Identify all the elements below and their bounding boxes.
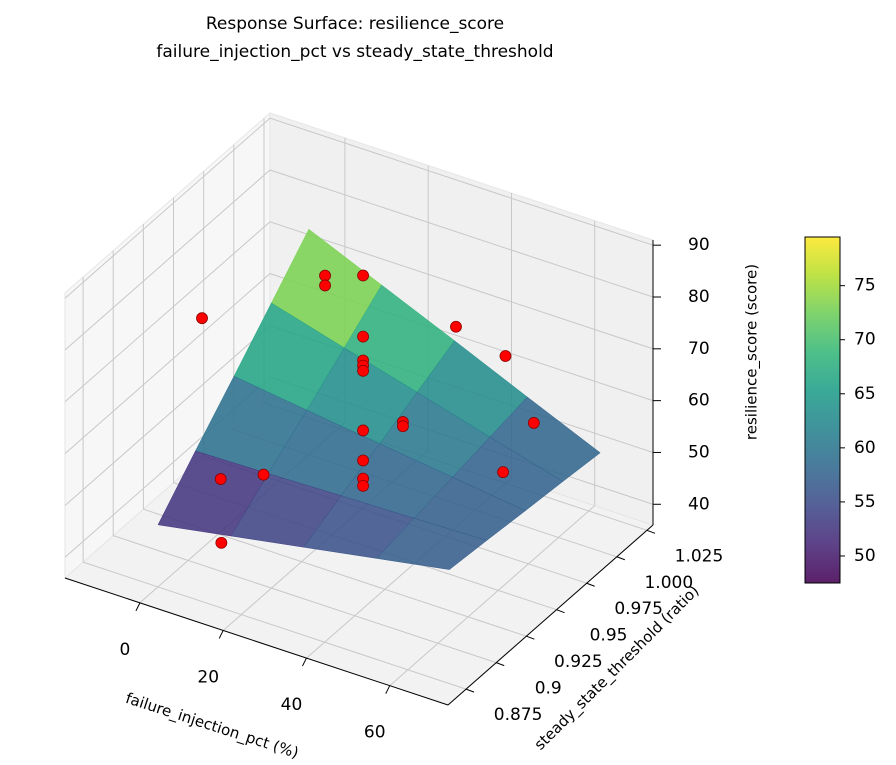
colorbar-tick-label: 60 (854, 438, 876, 458)
x-tick-label: 20 (197, 667, 219, 687)
y-tick-label: 1.025 (675, 546, 724, 566)
x-axis-title: failure_injection_pct (%) (123, 689, 301, 763)
y-tick (526, 635, 535, 640)
x-tick (302, 657, 307, 667)
data-point (357, 330, 369, 343)
grid-line (389, 220, 596, 687)
colorbar-tick-label: 55 (854, 492, 876, 512)
x-tick-label: 0 (120, 640, 131, 660)
y-tick (465, 688, 475, 693)
data-point (357, 454, 369, 467)
data-point (196, 312, 208, 325)
z-tick-label: 50 (688, 442, 710, 462)
data-point (357, 364, 369, 377)
z-tick-label: 40 (688, 494, 710, 514)
grid-line (64, 169, 654, 351)
x-tick (385, 685, 391, 694)
surface-patch (376, 518, 488, 570)
y-tick-label: 1.000 (644, 573, 693, 593)
y-tick-label: 0.9 (535, 679, 562, 699)
grid-line (64, 117, 654, 299)
y-tick (556, 609, 565, 614)
data-point (319, 269, 331, 282)
y-tick-label: 0.925 (554, 652, 603, 672)
z-axis-title: resilience_score (score) (743, 264, 762, 440)
grid-line (64, 221, 654, 403)
z-tick-label: 70 (688, 339, 710, 359)
colorbar-tick-label: 70 (854, 330, 876, 350)
x-tick (135, 602, 141, 612)
data-point (397, 420, 409, 433)
x-axis (64, 577, 449, 706)
y-axis (447, 524, 654, 706)
data-point (357, 424, 369, 437)
y-tick-label: 0.95 (590, 626, 628, 646)
colorbar-tick-label: 75 (854, 276, 876, 296)
y-tick (646, 529, 656, 534)
z-tick-label: 60 (688, 391, 710, 411)
grid-line (64, 273, 654, 454)
grid-line (112, 250, 497, 664)
data-point (497, 466, 509, 479)
colorbar-tick-label: 50 (854, 546, 876, 566)
x-tick (218, 630, 224, 639)
chart-title: failure_injection_pct vs steady_state_th… (156, 42, 553, 62)
data-point (214, 473, 227, 485)
data-point (257, 468, 270, 481)
chart-title: Response Surface: resilience_score (206, 14, 504, 34)
z-tick-label: 80 (688, 287, 710, 307)
data-point (319, 279, 331, 292)
data-point (357, 479, 369, 492)
x-tick-label: 40 (281, 695, 303, 715)
y-tick (496, 662, 505, 667)
grid-line (173, 197, 557, 611)
y-tick-label: 0.975 (614, 599, 663, 619)
z-tick-label: 90 (688, 235, 710, 255)
y-tick (616, 556, 625, 561)
colorbar (804, 236, 841, 584)
data-point (450, 320, 462, 333)
data-point (357, 269, 369, 282)
y-tick (586, 582, 595, 587)
colorbar-tick-label: 65 (854, 384, 876, 404)
grid-line (142, 224, 527, 637)
y-tick-label: 0.875 (494, 705, 543, 725)
data-point (215, 536, 228, 549)
data-point (499, 350, 512, 362)
data-point (527, 417, 540, 429)
x-tick-label: 60 (364, 723, 386, 743)
grid-line (82, 277, 467, 690)
